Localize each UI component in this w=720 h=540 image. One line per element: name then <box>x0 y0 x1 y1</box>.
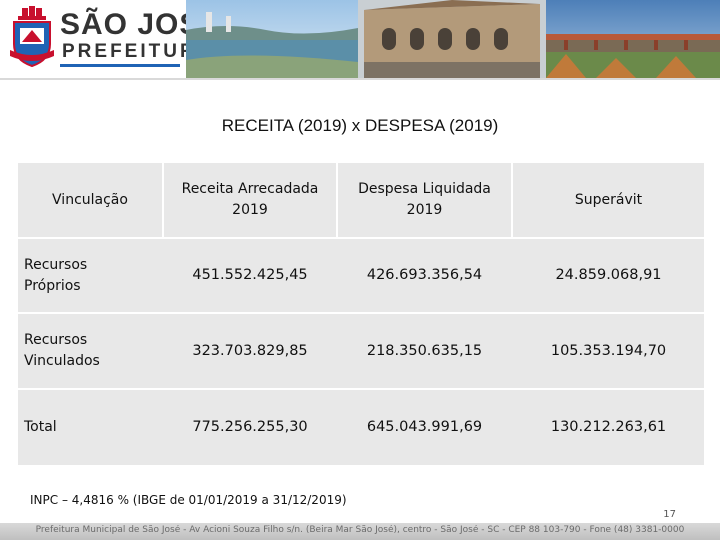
table-cell-receita: 775.256.255,30 <box>192 419 308 435</box>
table-cell-superavit: 105.353.194,70 <box>550 342 667 359</box>
row-label-line1: Total <box>24 419 57 435</box>
column-header-year: 2019 <box>232 202 268 218</box>
header-separator <box>336 163 338 237</box>
table-cell-despesa: 426.693.356,54 <box>366 267 483 283</box>
table-cell-superavit: 130.212.263,61 <box>550 419 667 435</box>
city-crest-icon <box>10 6 54 68</box>
table-row-label: Recursos Próprios <box>18 239 164 312</box>
table-row-label: Recursos Vinculados <box>18 314 164 388</box>
row-separator <box>18 237 704 239</box>
logo-subtitle: PREFEITURA <box>62 41 214 62</box>
header-separator <box>162 163 164 237</box>
row-label-line1: Recursos <box>24 256 88 273</box>
table-cell-despesa: 218.350.635,15 <box>366 342 483 359</box>
table-cell-receita: 451.552.425,45 <box>192 267 308 283</box>
row-separator <box>18 388 704 390</box>
column-header-receita: Receita Arrecadada 2019 <box>164 163 336 237</box>
data-table <box>18 163 704 465</box>
city-banner-photo <box>186 0 720 78</box>
table-cell-receita: 323.703.829,85 <box>192 342 308 359</box>
column-header-label: Receita Arrecadada <box>181 181 319 197</box>
column-header-vinculacao: Vinculação <box>18 163 162 237</box>
row-separator <box>18 312 704 314</box>
slide-title: RECEITA (2019) x DESPESA (2019) <box>221 116 499 135</box>
table-row-label: Total <box>18 390 164 465</box>
header-divider <box>0 78 720 80</box>
column-header-label: Superávit <box>574 191 643 208</box>
logo-underline <box>60 64 180 67</box>
inpc-note: INPC – 4,4816 % (IBGE de 01/01/2019 a 31… <box>30 493 347 507</box>
header-separator <box>511 163 513 237</box>
column-header-despesa: Despesa Liquidada 2019 <box>338 163 511 237</box>
footer-bar <box>0 523 720 540</box>
column-header-superavit: Superávit <box>513 163 704 237</box>
column-header-label: Despesa Liquidada <box>358 181 491 197</box>
footer-address: Prefeitura Municipal de São José - Av Ac… <box>35 525 685 535</box>
row-label-line1: Recursos <box>24 332 88 348</box>
header: SÃO JOSÉ PREFEITURA <box>0 0 720 78</box>
page-number: 17 <box>663 509 676 520</box>
row-label-line2: Vinculados <box>24 353 100 369</box>
column-header-label: Vinculação <box>52 191 128 208</box>
table-cell-despesa: 645.043.991,69 <box>366 419 483 435</box>
row-label-line2: Próprios <box>24 277 81 294</box>
column-header-year: 2019 <box>406 202 443 218</box>
table-cell-superavit: 24.859.068,91 <box>555 267 662 283</box>
